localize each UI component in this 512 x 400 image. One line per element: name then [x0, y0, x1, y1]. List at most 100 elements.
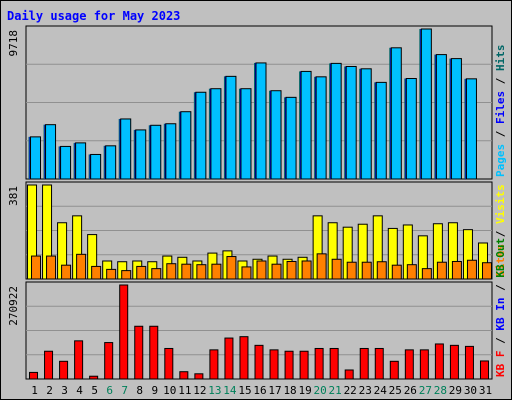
x-tick-label-day-21: 21 — [329, 384, 342, 397]
bar-sites-day-31 — [481, 262, 492, 280]
bar-sites-day-9 — [151, 268, 162, 280]
bar-sites-day-26 — [406, 264, 417, 280]
bar-kbf-day-4 — [74, 340, 84, 380]
x-tick-label-day-16: 16 — [253, 384, 266, 397]
x-tick-label-day-22: 22 — [344, 384, 357, 397]
bar-kbf-day-24 — [374, 347, 384, 380]
bar-pages-day-5 — [90, 153, 102, 180]
bar-kbf-day-6 — [104, 342, 114, 380]
panel-hits: 9718 Pages / Files / Hits — [7, 25, 507, 180]
bar-pages-day-20 — [315, 76, 327, 180]
bar-sites-day-17 — [271, 263, 282, 280]
bar-kbf-day-18 — [284, 350, 294, 380]
x-tick-label-day-2: 2 — [46, 384, 53, 397]
bar-kbf-day-14 — [224, 337, 234, 380]
x-tick-label-day-29: 29 — [449, 384, 462, 397]
x-tick-label-day-14: 14 — [223, 384, 237, 397]
x-tick-label-day-9: 9 — [151, 384, 158, 397]
bar-sites-day-5 — [91, 265, 102, 280]
legend-text: Pages / Files / Hits — [494, 45, 507, 178]
panel-legend-kbytes: KB F / KB In / KB Out — [494, 238, 507, 377]
bar-sites-day-18 — [286, 260, 297, 280]
bar-pages-day-3 — [60, 145, 72, 180]
x-tick-label-day-30: 30 — [464, 384, 477, 397]
bar-kbf-day-12 — [194, 373, 204, 380]
bar-sites-day-30 — [466, 259, 477, 280]
bar-pages-day-28 — [435, 54, 447, 180]
bar-kbf-day-28 — [434, 343, 444, 380]
bar-kbf-day-19 — [299, 350, 309, 380]
bar-pages-day-14 — [225, 75, 237, 180]
bar-kbf-day-8 — [134, 325, 144, 380]
bar-sites-day-3 — [61, 264, 72, 280]
bar-sites-day-10 — [166, 263, 177, 280]
bar-sites-day-2 — [46, 255, 57, 280]
bar-kbf-day-20 — [314, 347, 324, 380]
bar-sites-day-11 — [181, 263, 192, 280]
legend-separator: / — [494, 278, 507, 298]
x-tick-label-day-7: 7 — [121, 384, 128, 397]
panel-max-label: 270922 — [7, 286, 20, 326]
x-tick-label-day-23: 23 — [359, 384, 372, 397]
legend-separator: / — [494, 124, 507, 144]
bar-sites-day-16 — [256, 260, 267, 280]
bar-sites-day-8 — [136, 265, 147, 280]
bar-sites-day-6 — [106, 268, 117, 280]
bar-kbf-day-29 — [449, 344, 459, 380]
legend-separator: / — [494, 71, 507, 91]
bar-sites-day-12 — [196, 264, 207, 280]
bar-pages-day-27 — [420, 28, 432, 180]
bar-pages-day-21 — [330, 62, 342, 180]
bar-kbf-day-16 — [254, 344, 264, 380]
bar-kbf-day-11 — [179, 371, 189, 380]
bar-pages-day-11 — [180, 111, 192, 180]
bar-pages-day-17 — [270, 90, 282, 180]
x-tick-label-day-15: 15 — [238, 384, 251, 397]
x-tick-label-day-1: 1 — [31, 384, 38, 397]
bar-kbf-day-21 — [329, 347, 339, 380]
bar-kbf-day-7 — [119, 284, 129, 380]
bar-sites-day-24 — [376, 261, 387, 280]
bar-pages-day-22 — [345, 65, 357, 180]
bar-sites-day-14 — [226, 256, 237, 280]
x-tick-label-day-6: 6 — [106, 384, 113, 397]
x-tick-label-day-31: 31 — [479, 384, 492, 397]
legend-entry-visits: Visits — [494, 184, 507, 224]
bar-pages-day-2 — [45, 124, 57, 180]
bar-pages-day-16 — [255, 62, 267, 180]
panel-legend-hits: Pages / Files / Hits — [494, 45, 507, 178]
x-tick-label-day-8: 8 — [136, 384, 143, 397]
x-tick-label-day-4: 4 — [76, 384, 83, 397]
x-tick-label-day-11: 11 — [178, 384, 191, 397]
bar-pages-day-26 — [405, 78, 417, 180]
x-tick-label-day-28: 28 — [434, 384, 447, 397]
panel-visits: 381 Sites / Visits — [7, 181, 507, 280]
bar-sites-day-4 — [76, 253, 87, 280]
bar-pages-day-9 — [150, 124, 162, 180]
bar-pages-day-24 — [375, 81, 387, 180]
x-tick-label-day-19: 19 — [298, 384, 311, 397]
bar-pages-day-29 — [450, 58, 462, 180]
x-tick-label-day-13: 13 — [208, 384, 221, 397]
bar-pages-day-18 — [285, 96, 297, 180]
bar-pages-day-4 — [75, 142, 87, 180]
bar-sites-day-23 — [361, 261, 372, 280]
legend-text: Sites / Visits — [494, 184, 507, 277]
chart-panels: 9718 Pages / Files / Hits 381 Sites / Visit… — [7, 25, 507, 380]
legend-entry-kb-out: KB Out — [494, 238, 507, 278]
legend-entry-files: Files — [494, 91, 507, 124]
bar-pages-day-30 — [465, 78, 477, 180]
legend-entry-kb-in: KB In — [494, 298, 507, 331]
bar-sites-day-25 — [391, 264, 402, 280]
x-tick-label-day-25: 25 — [389, 384, 402, 397]
bar-pages-day-7 — [120, 118, 132, 180]
panel-kbytes: 270922 KB F / KB In / KB Out — [7, 238, 507, 380]
bar-sites-day-15 — [241, 266, 252, 280]
bar-pages-day-10 — [165, 123, 177, 180]
legend-separator: / — [494, 224, 507, 244]
x-tick-label-day-17: 17 — [268, 384, 281, 397]
x-tick-label-day-18: 18 — [283, 384, 296, 397]
x-tick-label-day-26: 26 — [404, 384, 417, 397]
x-tick-label-day-10: 10 — [163, 384, 176, 397]
